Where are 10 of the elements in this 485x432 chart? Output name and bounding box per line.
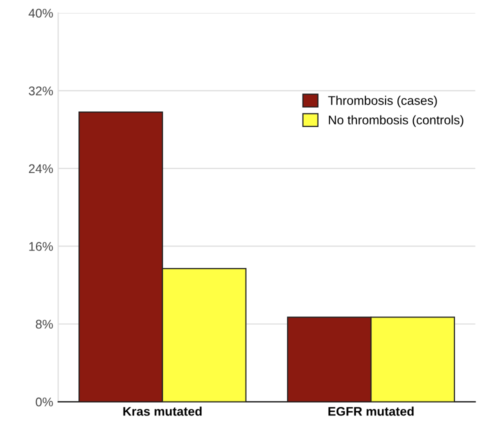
- x-tick-label: EGFR mutated: [328, 406, 414, 416]
- y-tick-label: 32%: [28, 86, 53, 96]
- x-tick-label: Kras mutated: [123, 406, 202, 416]
- y-tick-label: 16%: [29, 242, 53, 251]
- y-tick-label: 8%: [36, 320, 53, 329]
- legend-label: No thrombosis (controls): [328, 115, 464, 127]
- y-tick-label: 40%: [28, 8, 53, 18]
- y-tick-label: 24%: [28, 164, 53, 174]
- legend-label: Thrombosis (cases): [328, 96, 437, 108]
- y-tick-label: 0%: [36, 398, 53, 406]
